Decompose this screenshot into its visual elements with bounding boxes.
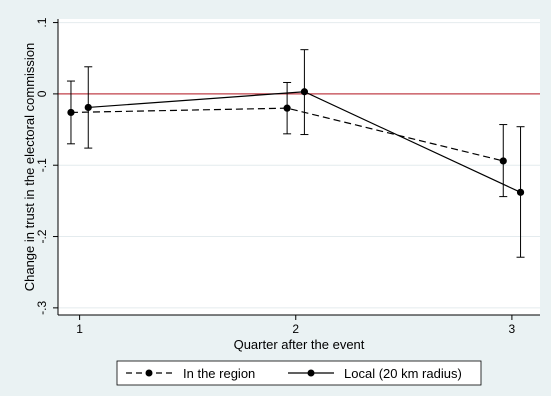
x-tick-label: 2 [292, 322, 299, 336]
legend-marker-local [307, 369, 315, 377]
series-group [66, 49, 525, 258]
y-tick-label: 0 [35, 90, 49, 97]
legend-label-local: Local (20 km radius) [344, 366, 462, 381]
data-point-local [516, 188, 525, 196]
x-tick-label: 1 [76, 322, 83, 336]
y-tick-label: -.2 [35, 229, 49, 243]
y-axis-title: Change in trust in the electoral commiss… [22, 43, 37, 292]
plot-area [58, 19, 540, 315]
axes: -.3 -.2 -.1 0 .1 1 2 3 [35, 17, 540, 336]
data-point-local [84, 103, 92, 112]
data-point-region [499, 157, 507, 165]
x-tick-label: 3 [509, 322, 516, 336]
legend-marker-region [145, 369, 153, 377]
legend: In the region Local (20 km radius) [116, 360, 482, 386]
grid-lines [58, 22, 540, 309]
series-line-region [70, 107, 504, 162]
data-point-local [300, 88, 309, 96]
y-tick-label: -.3 [35, 301, 49, 315]
x-axis-title: Quarter after the event [234, 337, 365, 352]
data-point-region [283, 104, 291, 112]
y-tick-label: .1 [35, 17, 49, 27]
legend-label-region: In the region [183, 366, 255, 381]
data-point-region [67, 108, 75, 117]
y-tick-label: -.1 [35, 158, 49, 172]
